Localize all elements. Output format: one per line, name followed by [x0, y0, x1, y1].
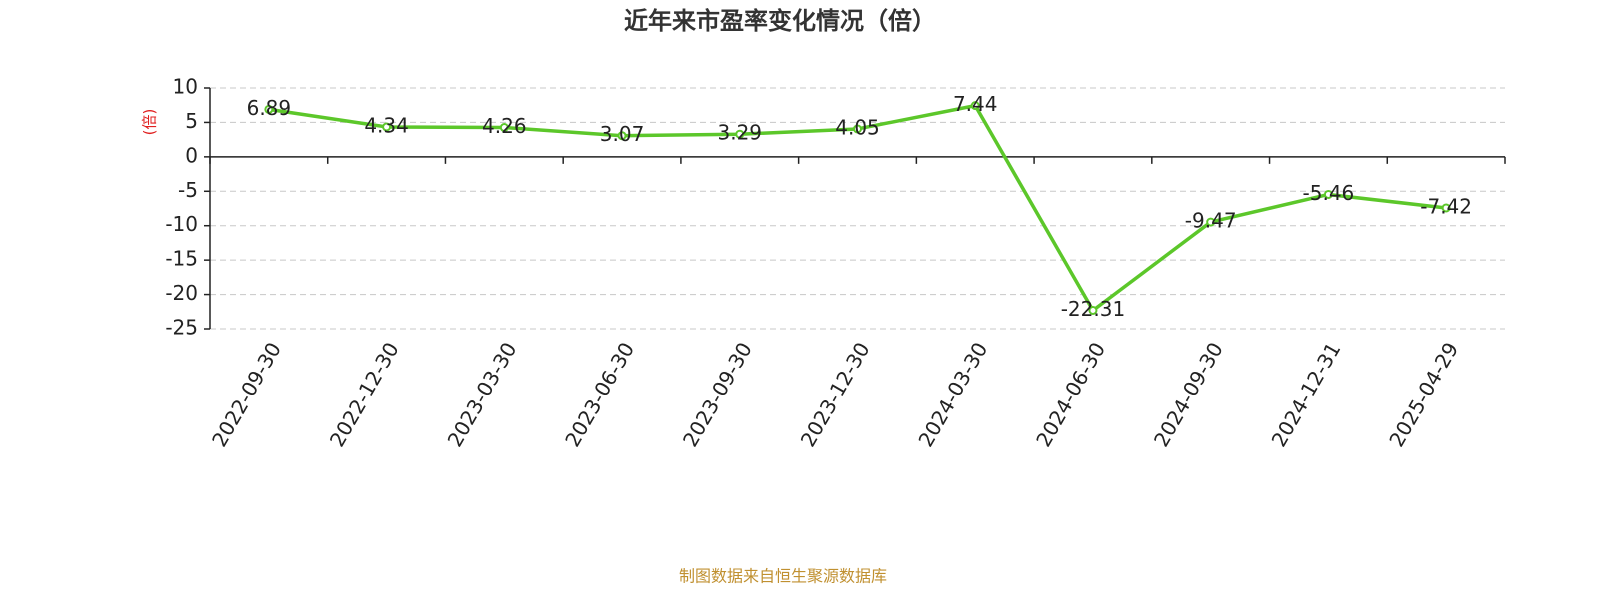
point: [1323, 189, 1333, 199]
x-tick-label: 2024-12-31: [1267, 338, 1346, 451]
point: [970, 101, 980, 111]
x-tick-label: 2023-06-30: [560, 338, 639, 451]
x-tick-label: 2024-09-30: [1149, 338, 1228, 451]
x-tick-label: 2022-09-30: [207, 338, 286, 451]
y-tick-label: -25: [165, 316, 198, 340]
x-tick-label: 2023-03-30: [443, 338, 522, 451]
point: [382, 122, 392, 132]
value-label: 4.34: [364, 113, 409, 137]
y-tick-label: 5: [185, 109, 198, 133]
y-tick-label: 10: [173, 75, 198, 99]
point: [735, 129, 745, 139]
x-tick-label: 2024-06-30: [1031, 338, 1110, 451]
value-label: -22.31: [1061, 297, 1125, 321]
value-label: 6.89: [247, 96, 292, 120]
point: [499, 123, 509, 133]
point: [617, 131, 627, 141]
y-axis-label: (倍): [141, 109, 159, 136]
value-label: 4.26: [482, 114, 527, 138]
value-label: -7.42: [1420, 194, 1472, 218]
point: [1206, 217, 1216, 227]
point: [853, 124, 862, 134]
x-tick-label: 2023-09-30: [678, 338, 757, 451]
footer: 制图数据来自恒生聚源数据库: [679, 567, 887, 586]
value-label: 7.44: [953, 92, 998, 116]
value-label: 3.29: [718, 121, 763, 145]
value-label: 3.07: [600, 122, 645, 146]
y-tick-label: -20: [165, 281, 198, 305]
value-label: 4.05: [835, 115, 880, 139]
value-label: -9.47: [1185, 209, 1237, 233]
value-label: -5.46: [1303, 181, 1355, 205]
chart-title: 近年来市盈率变化情况（倍）: [624, 7, 936, 35]
point: [1088, 305, 1098, 315]
x-tick-label: 2024-03-30: [913, 338, 992, 451]
x-tick-label: 2022-12-30: [325, 338, 404, 451]
point: [264, 104, 274, 114]
y-tick-label: 0: [185, 143, 198, 167]
point: [1441, 203, 1451, 213]
x-tick-label: 2025-04-29: [1384, 338, 1463, 451]
y-tick-label: -15: [165, 247, 198, 271]
y-tick-label: -5: [178, 178, 198, 202]
y-tick-label: -10: [165, 212, 198, 236]
x-tick-label: 2023-12-30: [796, 338, 875, 451]
